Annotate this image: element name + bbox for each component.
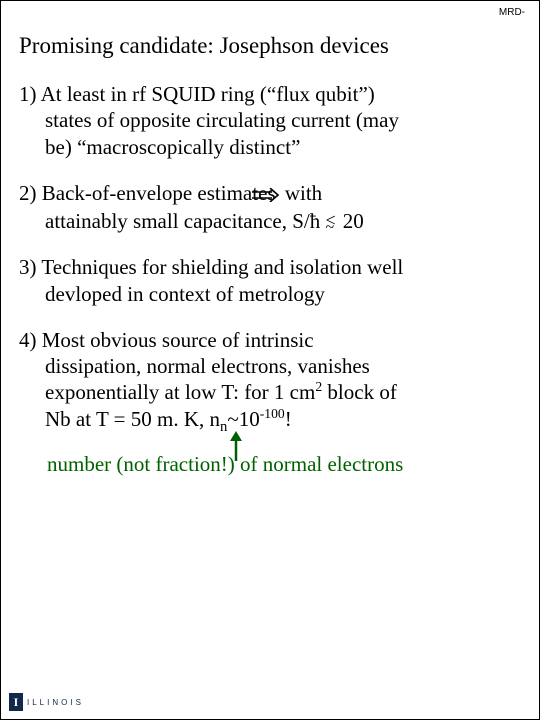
item2-line2a: attainably small capacitance, S/ħ	[45, 209, 325, 233]
logo-block-icon: I	[9, 693, 23, 711]
item4-line3: exponentially at low T: for 1 cm2 block …	[19, 379, 521, 405]
less-or-approx-icon	[325, 213, 337, 233]
item2-line2: attainably small capacitance, S/ħ 20	[19, 208, 521, 234]
header-tag: MRD-	[499, 7, 525, 18]
item2-line2b: 20	[337, 209, 363, 233]
item2-post: with	[280, 181, 323, 205]
item4-line4b: ~10	[227, 407, 259, 431]
item4-line4a: Nb at T = 50 m. K, n	[45, 407, 220, 431]
footer-logo: I ILLINOIS	[9, 693, 84, 711]
item4-line1: 4) Most obvious source of intrinsic	[19, 327, 521, 353]
item3-line1: 3) Techniques for shielding and isolatio…	[19, 254, 521, 280]
item4-line4: Nb at T = 50 m. K, nn~10-100!	[19, 406, 521, 432]
item1-line2: states of opposite circulating current (…	[19, 107, 521, 133]
item1-line3: be) “macroscopically distinct”	[19, 134, 521, 160]
list-item: 1) At least in rf SQUID ring (“flux qubi…	[19, 81, 521, 160]
annotation-note: number (not fraction!) of normal electro…	[19, 452, 521, 477]
arrow-up-icon	[229, 431, 243, 467]
item4-line3a: exponentially at low T: for 1 cm	[45, 380, 315, 404]
item3-line2: devloped in context of metrology	[19, 281, 521, 307]
item4-line4c: !	[285, 407, 292, 431]
item4-line2: dissipation, normal electrons, vanishes	[19, 353, 521, 379]
logo-text: ILLINOIS	[27, 698, 84, 707]
item4-line3b: block of	[322, 380, 397, 404]
item2-pre: 2) Back-of-envelope estimates	[19, 181, 276, 205]
page-title: Promising candidate: Josephson devices	[19, 33, 521, 59]
superscript-exp: -100	[260, 406, 285, 421]
list-item: 3) Techniques for shielding and isolatio…	[19, 254, 521, 307]
list-item: 2) Back-of-envelope estimates with attai…	[19, 180, 521, 235]
list-item: 4) Most obvious source of intrinsic diss…	[19, 327, 521, 432]
slide-content: Promising candidate: Josephson devices 1…	[19, 33, 521, 477]
item2-line1: 2) Back-of-envelope estimates with	[19, 180, 521, 208]
item1-line1: 1) At least in rf SQUID ring (“flux qubi…	[19, 81, 521, 107]
